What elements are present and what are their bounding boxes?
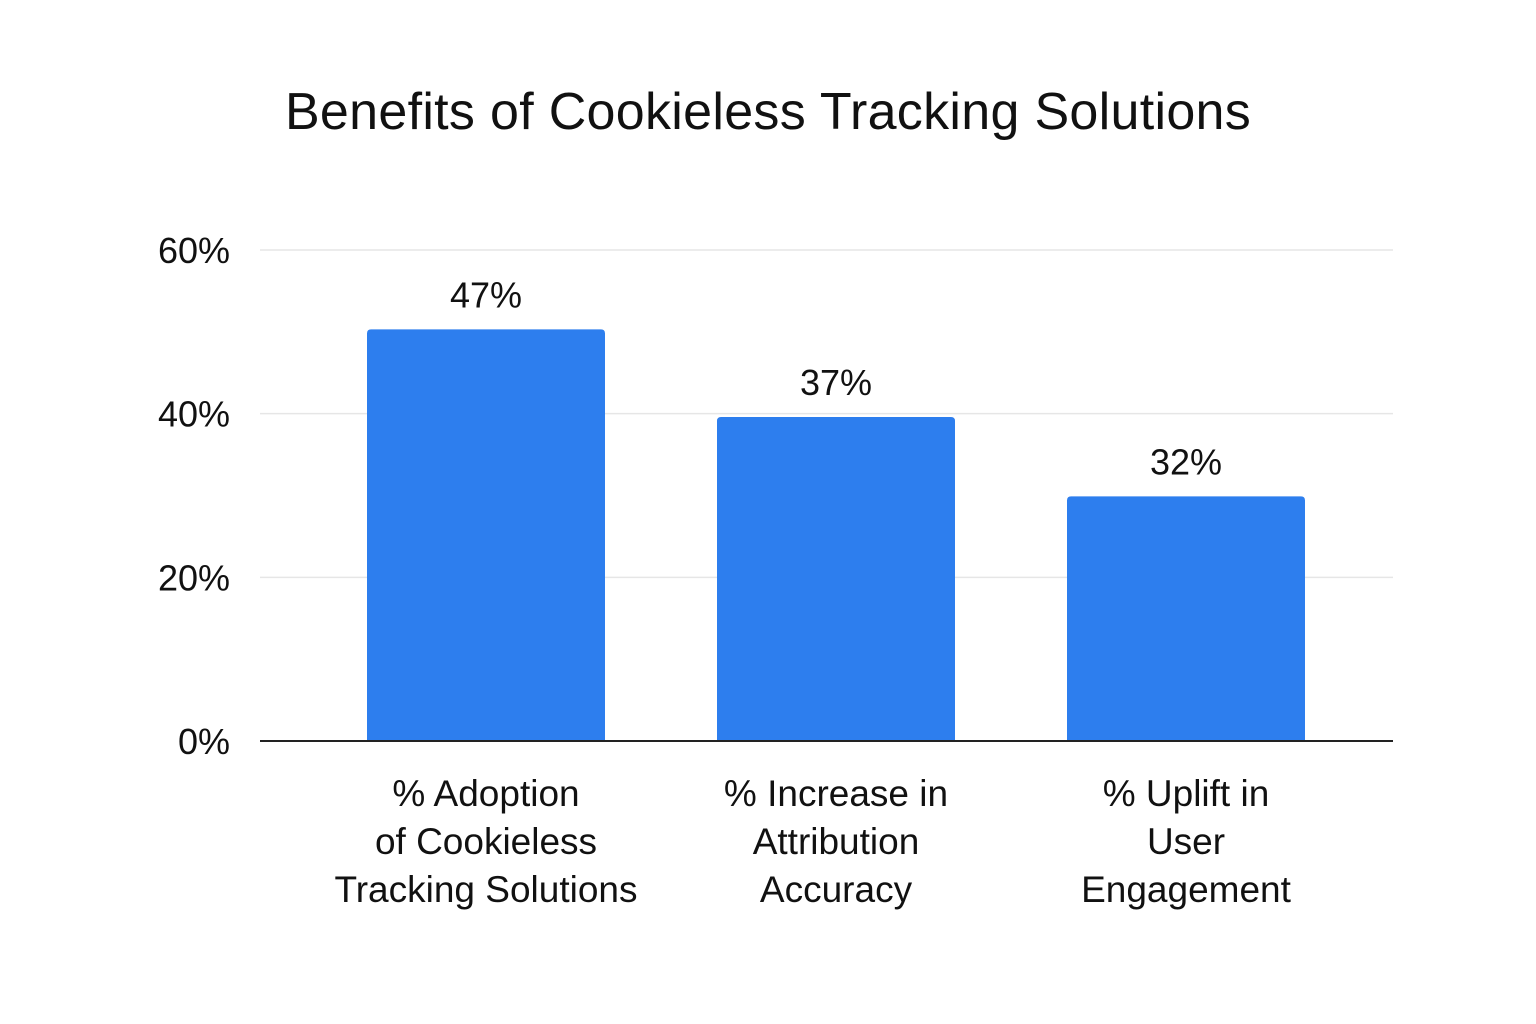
x-category-label-2-line-3: Accuracy [760,869,913,910]
x-category-label-2: % Increase in Attribution Accuracy [724,773,948,910]
x-category-label-3-line-3: Engagement [1081,869,1292,910]
y-tick-label-40: 40% [158,394,230,435]
bar-3 [1067,496,1305,741]
data-label-3: 32% [1150,441,1222,482]
chart-title: Benefits of Cookieless Tracking Solution… [284,83,1252,141]
x-category-label-3-line-2: User [1147,821,1225,862]
x-category-label-3-line-1: % Uplift in [1103,773,1270,814]
y-tick-label-0: 0% [178,721,230,762]
bar-2 [717,416,955,741]
x-category-label-1-line-2: of Cookieless [375,821,597,862]
data-label-2: 37% [800,362,872,403]
x-category-label-3: % Uplift in User Engagement [1081,773,1292,910]
y-tick-label-60: 60% [158,230,230,271]
x-category-label-1-line-3: Tracking Solutions [335,869,638,910]
x-category-label-2-line-1: % Increase in [724,773,948,814]
bar-1 [367,329,605,741]
x-category-label-1: % Adoption of Cookieless Tracking Solution… [335,773,638,910]
y-tick-label-20: 20% [158,557,230,598]
x-category-label-2-line-2: Attribution [753,821,920,862]
x-category-label-1-line-1: % Adoption [392,773,579,814]
data-label-1: 47% [450,274,522,315]
